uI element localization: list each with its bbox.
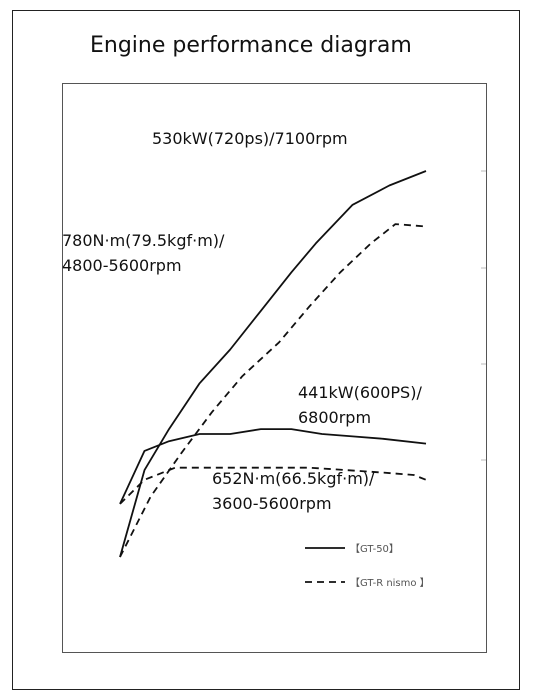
annotation-nismo-torque-line2: 3600-5600rpm: [212, 491, 374, 516]
annotation-nismo-power-line2: 6800rpm: [298, 405, 422, 430]
annotation-gt50-torque-line1: 780N·m(79.5kgf·m)/: [62, 228, 224, 253]
right-axis-ticks: [481, 171, 486, 460]
annotation-nismo-torque-line1: 652N·m(66.5kgf·m)/: [212, 466, 374, 491]
annotation-nismo-power-line1: 441kW(600PS)/: [298, 380, 422, 405]
annotation-nismo-power: 441kW(600PS)/ 6800rpm: [298, 380, 422, 430]
annotation-gt50-torque-line2: 4800-5600rpm: [62, 253, 224, 278]
annotation-nismo-torque: 652N·m(66.5kgf·m)/ 3600-5600rpm: [212, 466, 374, 516]
legend-label-gt50: 【GT-50】: [350, 543, 399, 555]
legend-label-gtr-nismo: 【GT-R nismo 】: [350, 577, 430, 589]
annotation-gt50-power: 530kW(720ps)/7100rpm: [152, 126, 348, 151]
annotation-gt50-torque: 780N·m(79.5kgf·m)/ 4800-5600rpm: [62, 228, 224, 278]
legend: 【GT-50】 【GT-R nismo 】: [305, 543, 430, 589]
